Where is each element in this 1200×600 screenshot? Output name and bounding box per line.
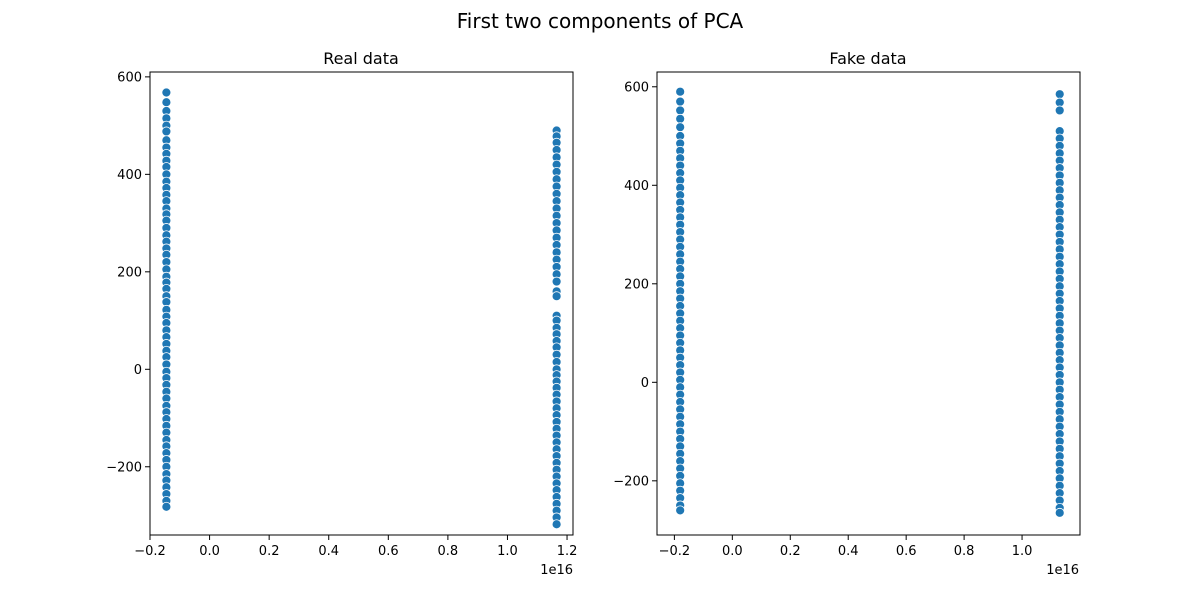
real-data-y-tick-label: 600 xyxy=(117,70,142,85)
fake-data-panel: Fake data −0.2 0.0 0.2 0.4 0.6 0.8 1.0 −200 0 20… xyxy=(613,49,1081,578)
real-data-x-tick-label: 0.6 xyxy=(378,544,399,559)
real-data-x-offset-label: 1e16 xyxy=(540,563,573,578)
fake-data-x-tick-label: 0.4 xyxy=(838,544,859,559)
real-data-y-tick-label: −200 xyxy=(106,460,142,475)
real-data-point xyxy=(551,276,562,287)
fake-data-y-tick-label: 0 xyxy=(641,376,649,391)
fake-data-points xyxy=(675,86,1065,518)
figure-title: First two components of PCA xyxy=(457,9,744,33)
fake-data-x-tick-label: 0.8 xyxy=(954,544,975,559)
real-data-x-tick-label: 1.2 xyxy=(557,544,578,559)
real-data-x-tick-label: 1.0 xyxy=(497,544,518,559)
fake-data-plot-area xyxy=(656,71,1081,536)
fake-data-point xyxy=(675,113,686,124)
fake-data-x-offset-label: 1e16 xyxy=(1046,563,1079,578)
fake-data-x-tick-label: 0.6 xyxy=(896,544,917,559)
real-data-panel-title: Real data xyxy=(323,49,399,68)
fake-data-point xyxy=(1054,89,1065,100)
fake-data-y-tick-label: −200 xyxy=(613,474,649,489)
real-data-x-tick-label: 0.8 xyxy=(438,544,459,559)
fake-data-y-tick-label: 600 xyxy=(624,80,649,95)
real-data-x-tick-label: 0.0 xyxy=(199,544,220,559)
fake-data-y-axis: −200 0 200 400 600 xyxy=(613,80,657,489)
real-data-point xyxy=(161,87,172,98)
real-data-x-tick-label: 0.2 xyxy=(259,544,280,559)
real-data-y-axis: −200 0 200 400 600 xyxy=(106,70,150,475)
fake-data-point xyxy=(1054,507,1065,518)
fake-data-point xyxy=(675,86,686,97)
fake-data-point xyxy=(675,96,686,107)
real-data-point xyxy=(551,519,562,530)
fake-data-x-tick-label: 0.0 xyxy=(722,544,743,559)
real-data-point xyxy=(161,97,172,108)
real-data-x-tick-label: −0.2 xyxy=(134,544,166,559)
real-data-y-tick-label: 400 xyxy=(117,168,142,183)
fake-data-x-axis: −0.2 0.0 0.2 0.4 0.6 0.8 1.0 xyxy=(659,535,1033,559)
fake-data-point xyxy=(675,505,686,516)
real-data-y-tick-label: 0 xyxy=(134,363,142,378)
fake-data-panel-title: Fake data xyxy=(829,49,906,68)
real-data-point xyxy=(551,291,562,302)
real-data-x-axis: −0.2 0.0 0.2 0.4 0.6 0.8 1.0 1.2 xyxy=(134,535,577,559)
real-data-point xyxy=(161,126,172,137)
fake-data-y-tick-label: 200 xyxy=(624,277,649,292)
fake-data-x-tick-label: 1.0 xyxy=(1012,544,1033,559)
real-data-points xyxy=(161,87,562,530)
fake-data-point xyxy=(675,105,686,116)
fake-data-point xyxy=(675,122,686,133)
fake-data-x-tick-label: −0.2 xyxy=(659,544,691,559)
real-data-y-tick-label: 200 xyxy=(117,265,142,280)
fake-data-point xyxy=(1054,105,1065,116)
fake-data-x-tick-label: 0.2 xyxy=(780,544,801,559)
real-data-panel: Real data −0.2 0.0 0.2 0.4 0.6 0.8 1.0 1.2 −200… xyxy=(106,49,577,578)
fake-data-y-tick-label: 400 xyxy=(624,179,649,194)
real-data-plot-area xyxy=(149,71,574,536)
real-data-x-tick-label: 0.4 xyxy=(318,544,339,559)
real-data-point xyxy=(161,501,172,512)
